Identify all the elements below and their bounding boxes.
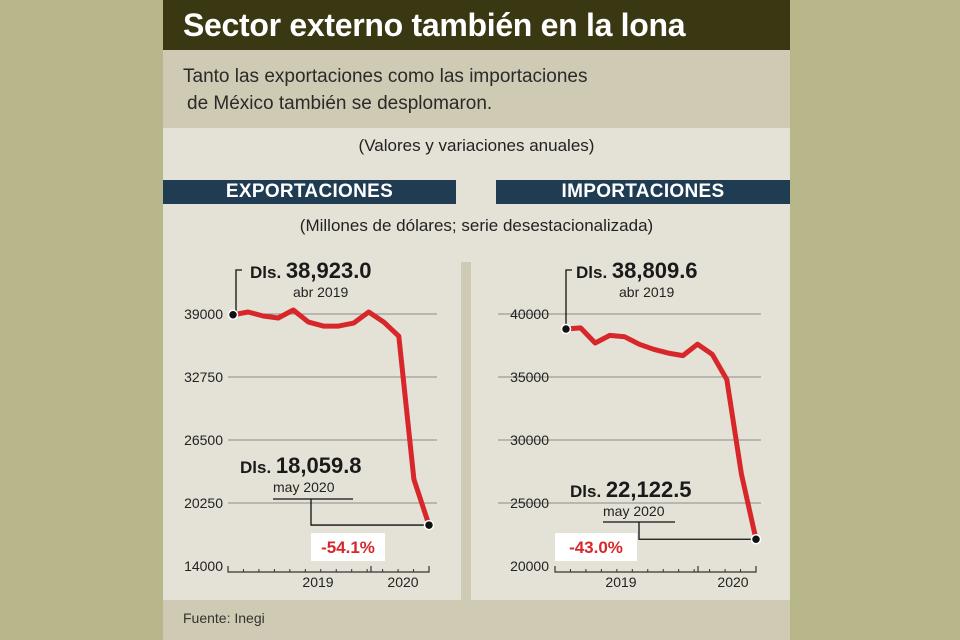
exports-x-group-label: 2020 bbox=[387, 574, 418, 590]
charts-canvas: 14000 20250 26500 32750 39000 2019 2020 Dls. 38… bbox=[184, 258, 762, 600]
source-note: Fuente: Inegi bbox=[163, 600, 790, 640]
imports-series-line bbox=[563, 325, 759, 542]
imports-panel-header: IMPORTACIONES bbox=[496, 180, 790, 204]
exports-y-tick-label: 32750 bbox=[184, 369, 223, 385]
exports-x-axis bbox=[227, 566, 430, 573]
imports-start-leader bbox=[565, 269, 572, 329]
imports-start-value-label: Dls. 38,809.6 bbox=[576, 258, 698, 283]
subtitle-line-1: Tanto las exportaciones como las importa… bbox=[183, 66, 588, 87]
exports-end-leader bbox=[310, 499, 429, 526]
imports-end-value-label: Dls. 22,122.5 bbox=[570, 477, 692, 502]
exports-x-group-label: 2019 bbox=[302, 574, 333, 590]
exports-start-date-label: abr 2019 bbox=[293, 284, 348, 300]
imports-change-badge bbox=[555, 533, 637, 561]
exports-y-tick-label: 26500 bbox=[184, 432, 223, 448]
exports-end-point bbox=[423, 519, 435, 531]
exports-series-line bbox=[230, 307, 432, 528]
imports-y-tick-label: 25000 bbox=[510, 495, 549, 511]
exports-y-tick-label: 39000 bbox=[184, 306, 223, 322]
exports-panel-header: EXPORTACIONES bbox=[163, 180, 456, 204]
exports-y-tick-label: 20250 bbox=[184, 495, 223, 511]
exports-start-point bbox=[227, 309, 239, 321]
exports-start-leader bbox=[235, 269, 242, 315]
exports-y-tick-label: 14000 bbox=[184, 558, 223, 574]
values-note: (Valores y variaciones anuales) bbox=[358, 136, 595, 155]
imports-y-tick-label: 30000 bbox=[510, 432, 549, 448]
imports-x-group-label: 2020 bbox=[717, 574, 748, 590]
imports-end-date-label: may 2020 bbox=[603, 503, 665, 519]
imports-end-leader bbox=[638, 522, 756, 540]
imports-change-label: -43.0% bbox=[569, 538, 623, 557]
imports-start-point bbox=[560, 323, 572, 335]
exports-end-value-label: Dls. 18,059.8 bbox=[240, 453, 362, 478]
exports-start-value-label: Dls. 38,923.0 bbox=[250, 258, 372, 283]
subtitle-line-2: de México también se desplomaron. bbox=[187, 93, 493, 114]
page-title: Sector externo también en la lona bbox=[163, 0, 790, 50]
imports-y-tick-label: 20000 bbox=[510, 558, 549, 574]
units-note: (Millones de dólares; serie desestaciona… bbox=[299, 216, 654, 235]
exports-change-label: -54.1% bbox=[321, 538, 375, 557]
exports-end-date-label: may 2020 bbox=[273, 479, 335, 495]
imports-y-tick-label: 40000 bbox=[510, 306, 549, 322]
imports-x-group-label: 2019 bbox=[605, 574, 636, 590]
panel-divider bbox=[461, 262, 471, 600]
infographic-card: Sector externo también en la lona Tanto … bbox=[163, 0, 790, 640]
exports-change-badge bbox=[311, 533, 385, 561]
imports-end-point bbox=[750, 534, 762, 545]
imports-start-date-label: abr 2019 bbox=[619, 284, 674, 300]
subtitle: Tanto las exportaciones como las importa… bbox=[163, 50, 790, 128]
imports-x-axis bbox=[554, 566, 757, 573]
imports-y-tick-label: 35000 bbox=[510, 369, 549, 385]
